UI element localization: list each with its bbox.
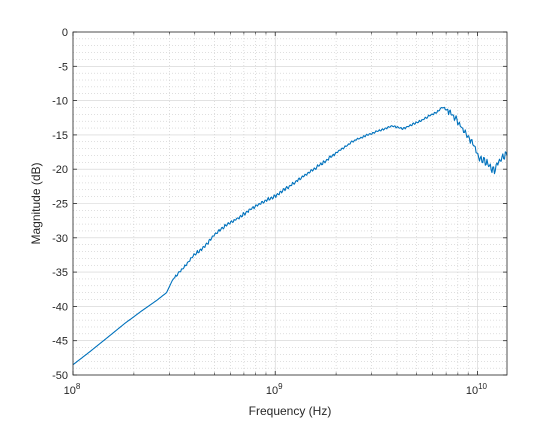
y-tick-label: -20 xyxy=(52,164,68,176)
y-tick-label: -10 xyxy=(52,96,68,108)
y-tick-label: -45 xyxy=(52,336,68,348)
y-tick-label: -30 xyxy=(52,233,68,245)
y-tick-label: 0 xyxy=(62,27,68,39)
y-tick-label: -40 xyxy=(52,301,68,313)
y-axis-label: Magnitude (dB) xyxy=(29,162,43,244)
magnitude-series-line xyxy=(72,106,508,366)
series-layer xyxy=(72,106,508,366)
x-tick-label: 1010 xyxy=(466,382,488,397)
y-tick-label: -50 xyxy=(52,370,68,382)
y-tick-label: -25 xyxy=(52,199,68,211)
tick-marks xyxy=(72,31,507,376)
y-tick-label: -15 xyxy=(52,130,68,142)
y-tick-labels: 0 -5 -10 -15 -20 -25 -30 -35 -40 -45 -50 xyxy=(52,27,68,382)
y-tick-label: -5 xyxy=(58,61,68,73)
x-tick-label: 108 xyxy=(64,382,81,397)
x-tick-labels: 108 109 1010 xyxy=(64,382,488,397)
y-tick-label: -35 xyxy=(52,267,68,279)
x-axis-label: Frequency (Hz) xyxy=(249,404,332,418)
x-tick-label: 109 xyxy=(266,382,283,397)
